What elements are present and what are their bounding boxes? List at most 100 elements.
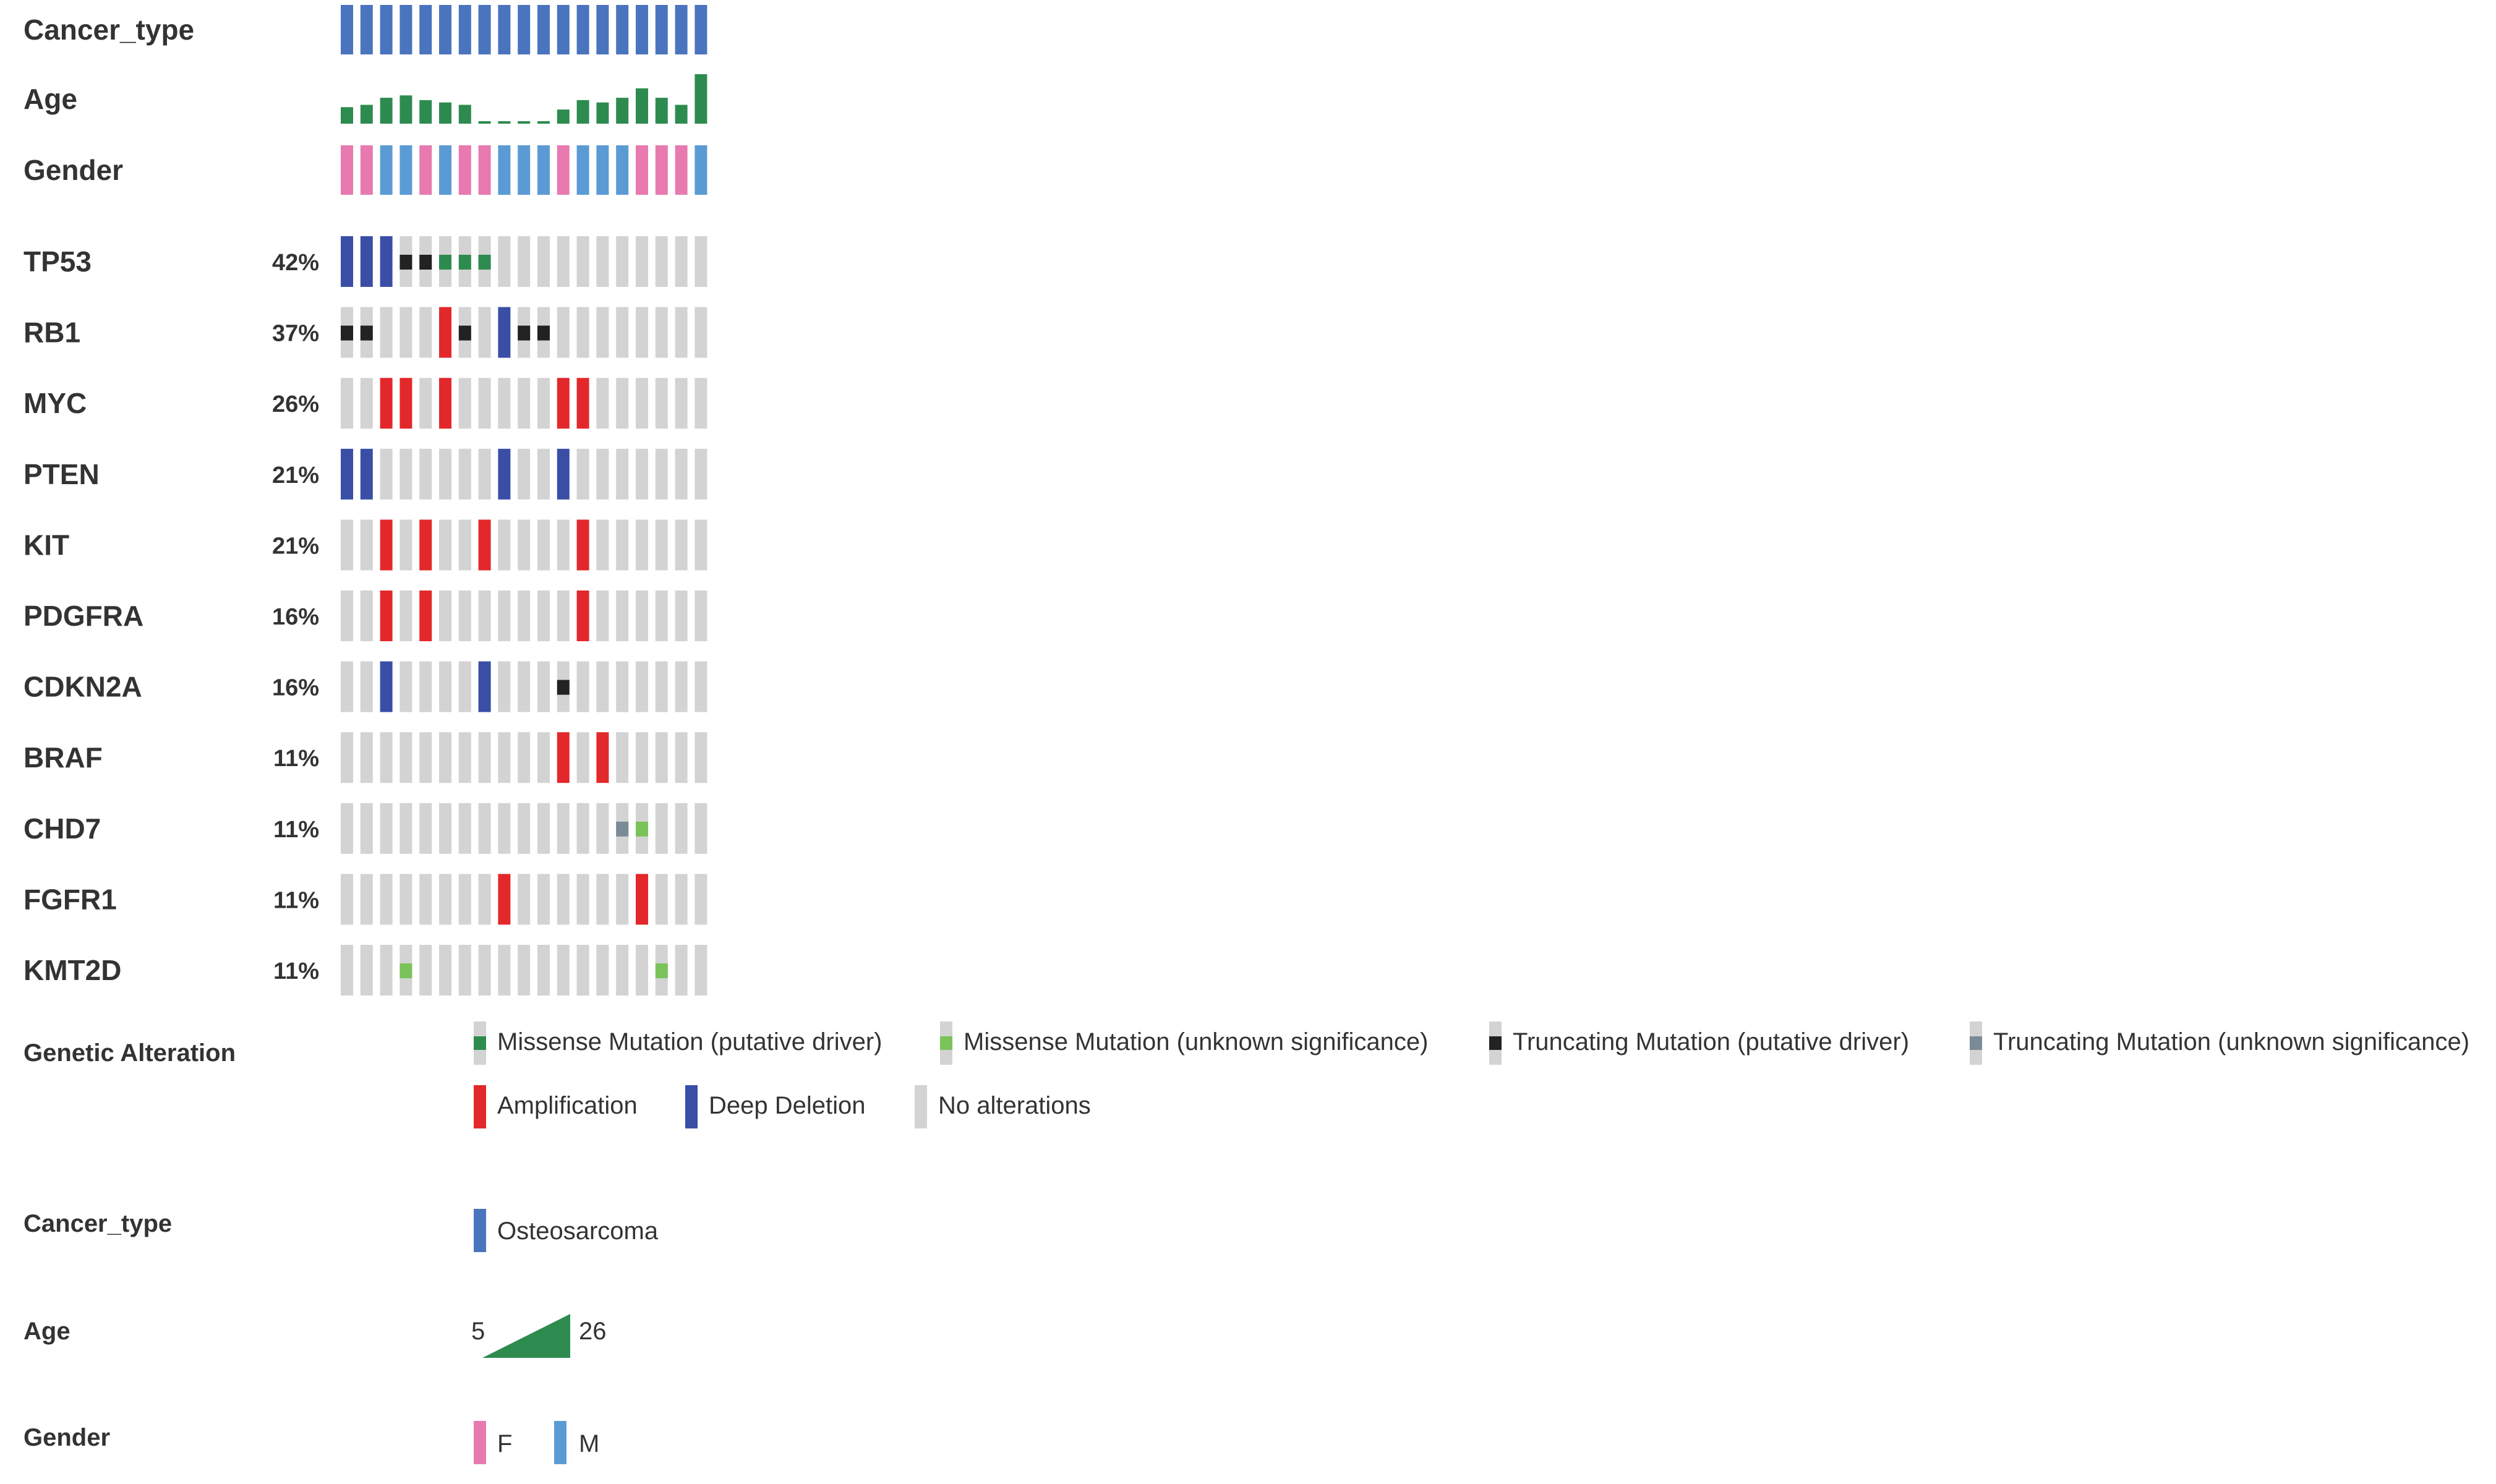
mutation-missense-driver (478, 255, 491, 270)
cell-amplification (380, 519, 393, 571)
track-cell-gender (498, 145, 511, 195)
gene-row-chd7: CHD7 11% (24, 803, 707, 854)
mutation-missense-driver (458, 255, 471, 270)
cell-no-alteration (655, 732, 668, 783)
cell-no-alteration (675, 236, 688, 287)
track-cell-cancer-type (596, 5, 609, 54)
legend-swatch-male (554, 1421, 566, 1464)
cell-no-alteration (675, 519, 688, 571)
cell-no-alteration (596, 591, 609, 641)
cell-no-alteration (498, 519, 511, 571)
track-cell-age (616, 98, 629, 124)
cell-no-alteration (557, 591, 570, 641)
cell-no-alteration (400, 732, 412, 783)
cell-no-alteration (458, 591, 471, 641)
cell-no-alteration (518, 448, 531, 500)
cell-no-alteration (518, 591, 531, 641)
cell-no-alteration (518, 874, 531, 925)
cell-no-alteration (360, 591, 373, 641)
cell-deep-deletion (380, 661, 393, 712)
cell-no-alteration (518, 519, 531, 571)
cell-no-alteration (616, 732, 629, 783)
cell-no-alteration (675, 945, 688, 996)
mutation-truncating-driver (400, 255, 412, 270)
cell-deep-deletion (341, 448, 353, 500)
cell-no-alteration (695, 803, 707, 854)
cell-no-alteration (675, 307, 688, 358)
cell-no-alteration (695, 378, 707, 429)
gene-row-fgfr1: FGFR1 11% (24, 874, 707, 925)
track-label: Cancer_type (24, 14, 194, 46)
cell-no-alteration (695, 448, 707, 500)
track-cell-cancer-type (419, 5, 432, 54)
track-cell-age (636, 88, 648, 124)
cell-deep-deletion (341, 236, 353, 287)
legend-label-missense-driver: Missense Mutation (putative driver) (497, 1028, 882, 1055)
cell-no-alteration (498, 945, 511, 996)
track-cell-age (478, 121, 491, 124)
gene-percent: 21% (272, 463, 319, 488)
gene-label: PTEN (24, 458, 100, 490)
track-cell-age (458, 104, 471, 124)
cell-amplification (557, 732, 570, 783)
legend-swatch-truncating-driver (1489, 1036, 1502, 1050)
cell-no-alteration (341, 732, 353, 783)
cell-no-alteration (341, 519, 353, 571)
cell-no-alteration (380, 945, 393, 996)
cell-no-alteration (596, 661, 609, 712)
cell-no-alteration (400, 661, 412, 712)
cell-no-alteration (636, 519, 648, 571)
gene-label: KIT (24, 529, 69, 561)
track-cell-gender (400, 145, 412, 195)
cell-no-alteration (655, 803, 668, 854)
legend-age: Age 5 26 (24, 1314, 607, 1358)
cell-no-alteration (458, 803, 471, 854)
track-cell-gender (360, 145, 373, 195)
cell-no-alteration (341, 803, 353, 854)
track-cell-gender (596, 145, 609, 195)
cell-deep-deletion (498, 307, 511, 358)
track-cell-cancer-type (576, 5, 589, 54)
cell-no-alteration (458, 945, 471, 996)
cell-no-alteration (675, 661, 688, 712)
gene-label: TP53 (24, 245, 92, 278)
cell-no-alteration (557, 874, 570, 925)
cell-no-alteration (576, 307, 589, 358)
track-cell-age (380, 98, 393, 124)
cell-deep-deletion (360, 448, 373, 500)
track-cell-age (537, 121, 550, 124)
gene-row-braf: BRAF 11% (24, 732, 707, 783)
mutation-truncating-driver (557, 680, 570, 695)
legend-gender: Gender F M (24, 1421, 599, 1464)
cell-no-alteration (498, 378, 511, 429)
track-cell-age (360, 104, 373, 124)
cell-no-alteration (419, 448, 432, 500)
gene-row-pten: PTEN 21% (24, 448, 707, 500)
cell-no-alteration (380, 732, 393, 783)
gene-label: MYC (24, 387, 87, 419)
legend: Genetic Alteration Missense Mutation (put… (24, 1021, 2469, 1464)
gene-percent: 16% (272, 675, 319, 701)
cell-no-alteration (675, 448, 688, 500)
cell-no-alteration (458, 874, 471, 925)
cell-no-alteration (576, 803, 589, 854)
cell-no-alteration (458, 378, 471, 429)
cell-no-alteration (576, 945, 589, 996)
legend-title-genetic-alteration: Genetic Alteration (24, 1039, 236, 1067)
cell-no-alteration (596, 448, 609, 500)
cell-no-alteration (360, 803, 373, 854)
track-gender: Gender (24, 145, 707, 195)
legend-age-min: 5 (471, 1318, 485, 1345)
cell-no-alteration (518, 378, 531, 429)
cell-no-alteration (341, 378, 353, 429)
cell-amplification (419, 519, 432, 571)
legend-swatch-female (474, 1421, 486, 1464)
legend-label-osteosarcoma: Osteosarcoma (497, 1217, 659, 1245)
cell-no-alteration (498, 732, 511, 783)
track-cell-age (596, 102, 609, 124)
track-cell-age (518, 121, 531, 124)
legend-age-ramp (482, 1314, 570, 1358)
cell-no-alteration (695, 945, 707, 996)
track-cell-cancer-type (400, 5, 412, 54)
cell-no-alteration (636, 378, 648, 429)
